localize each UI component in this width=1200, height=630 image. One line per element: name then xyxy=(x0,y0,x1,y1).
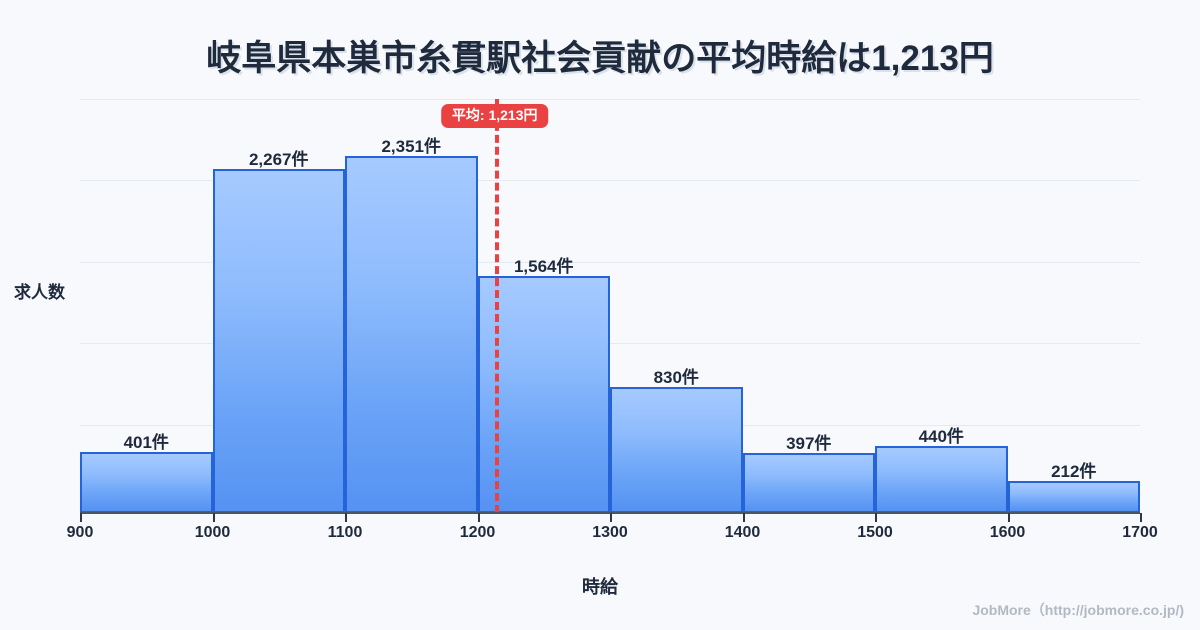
x-axis-tick-label: 1400 xyxy=(724,524,761,541)
page-title: 岐阜県本巣市糸貫駅社会貢献の平均時給は1,213円 xyxy=(206,39,994,78)
x-axis-tick-label: 900 xyxy=(66,524,94,541)
x-axis-tick xyxy=(875,513,877,522)
gridline xyxy=(80,262,1140,263)
x-axis-tick xyxy=(212,513,215,522)
average-badge: 平均: 1,213円 xyxy=(440,104,549,129)
x-axis-tick xyxy=(1007,513,1010,522)
histogram-bar[interactable] xyxy=(477,275,610,513)
footer-credit: JobMore（http://jobmore.co.jp/) xyxy=(972,602,1184,618)
bar-value-label: 1,564件 xyxy=(513,256,574,276)
x-axis-label: 時給 xyxy=(582,577,618,597)
bar-value-label: 440件 xyxy=(918,427,964,447)
histogram-bar[interactable] xyxy=(610,387,743,513)
bar-value-label: 401件 xyxy=(123,433,169,453)
bar-value-label: 830件 xyxy=(653,368,699,388)
gridline xyxy=(80,180,1140,181)
bar-value-label: 397件 xyxy=(786,433,832,453)
histogram-bar[interactable] xyxy=(1007,480,1140,513)
histogram-bar[interactable] xyxy=(875,446,1008,513)
x-axis-tick-label: 1500 xyxy=(857,524,893,541)
x-axis-tick xyxy=(610,513,612,522)
bar-value-label: 2,267件 xyxy=(248,150,309,170)
x-axis-tick-label: 1100 xyxy=(327,524,363,541)
x-axis-tick-label: 1000 xyxy=(194,524,231,541)
x-axis-tick xyxy=(477,513,480,522)
histogram-bar[interactable] xyxy=(212,169,345,513)
bar-value-label: 2,351件 xyxy=(381,137,442,157)
gridline xyxy=(80,99,1140,100)
x-axis-tick xyxy=(80,513,82,522)
bar-value-label: 212件 xyxy=(1051,461,1097,481)
average-line xyxy=(494,99,499,513)
x-axis-tick-label: 1600 xyxy=(989,524,1026,541)
x-axis-tick xyxy=(1140,513,1142,522)
gridline xyxy=(80,343,1140,344)
x-axis-tick-label: 1200 xyxy=(459,524,496,541)
histogram-bar[interactable] xyxy=(345,156,478,513)
x-axis-tick-label: 1300 xyxy=(592,524,628,541)
plot-area: 401件 2,267件 2,351件 1,564件 830件 397件 440件… xyxy=(80,99,1140,513)
histogram-bar[interactable] xyxy=(742,452,875,513)
histogram-bar[interactable] xyxy=(80,452,213,513)
x-axis-tick-label: 1700 xyxy=(1122,524,1158,541)
x-axis-tick xyxy=(742,513,745,522)
x-axis-tick xyxy=(345,513,347,522)
y-axis-label: 求人数 xyxy=(14,283,65,302)
